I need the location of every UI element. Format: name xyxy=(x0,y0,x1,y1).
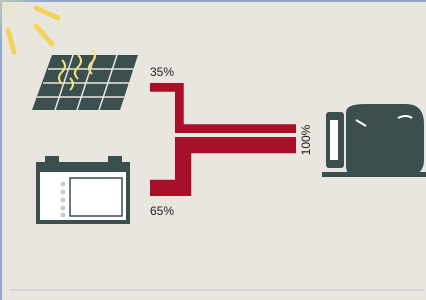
battery xyxy=(36,156,130,224)
compressor xyxy=(322,104,426,177)
energy-diagram: 35% 65% 100% xyxy=(0,0,426,300)
total-label: 100% xyxy=(299,124,313,155)
flow-label: 35% xyxy=(150,65,174,79)
flow-label: 65% xyxy=(150,204,174,218)
